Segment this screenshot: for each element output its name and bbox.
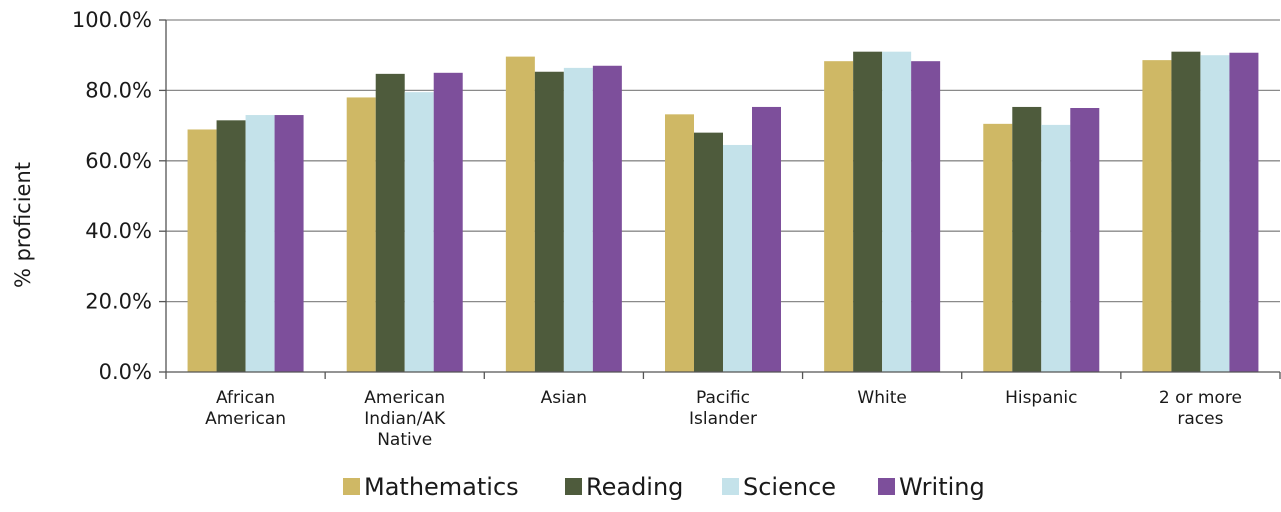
category-label: Pacific Islander bbox=[689, 388, 757, 429]
bar-writing bbox=[274, 115, 304, 372]
y-tick-label: 60.0% bbox=[85, 149, 152, 173]
bar-science bbox=[404, 92, 434, 372]
bar-writing bbox=[433, 72, 463, 373]
bar-reading bbox=[853, 51, 883, 373]
legend-swatch-reading bbox=[565, 478, 582, 495]
legend-label-mathematics: Mathematics bbox=[364, 473, 519, 501]
y-tick-label: 20.0% bbox=[85, 290, 152, 314]
bar-writing bbox=[752, 106, 781, 372]
bar-science bbox=[245, 115, 275, 372]
bars bbox=[187, 51, 1259, 373]
legend-swatch-mathematics bbox=[343, 478, 360, 495]
y-tick-label: 40.0% bbox=[85, 219, 152, 243]
y-tick-label: 0.0% bbox=[99, 360, 152, 384]
y-tick-label: 80.0% bbox=[85, 78, 152, 102]
bar-writing bbox=[592, 65, 622, 372]
category-label: American Indian/AK Native bbox=[364, 388, 446, 450]
bar-reading bbox=[216, 120, 246, 372]
legend-swatch-writing bbox=[878, 478, 895, 495]
y-axis-title: % proficient bbox=[11, 162, 35, 288]
bar-reading bbox=[1171, 51, 1201, 373]
bar-mathematics bbox=[187, 129, 217, 372]
category-labels: African American American Indian/AK Native As… bbox=[205, 388, 1242, 450]
legend-label-science: Science bbox=[743, 473, 836, 501]
category-label: Asian bbox=[541, 388, 587, 408]
bar-science bbox=[882, 51, 912, 373]
category-label: African American bbox=[205, 388, 286, 429]
bar-science bbox=[723, 144, 752, 372]
bar-mathematics bbox=[824, 61, 854, 373]
bar-writing bbox=[911, 61, 941, 373]
bar-reading bbox=[534, 71, 564, 372]
y-tick-labels: 0.0% 20.0% 40.0% 60.0% 80.0% 100.0% bbox=[72, 8, 152, 384]
bar-mathematics bbox=[346, 97, 376, 372]
y-tick-label: 100.0% bbox=[72, 8, 152, 32]
bar-mathematics bbox=[665, 114, 694, 372]
legend-label-reading: Reading bbox=[586, 473, 683, 501]
category-label: Hispanic bbox=[1005, 388, 1077, 408]
category-label: White bbox=[857, 388, 906, 408]
axes bbox=[159, 19, 1281, 379]
bar-science bbox=[1200, 55, 1230, 372]
bar-mathematics bbox=[983, 123, 1013, 372]
bar-reading bbox=[1012, 106, 1042, 372]
bar-writing bbox=[1229, 52, 1259, 373]
bar-science bbox=[563, 67, 593, 372]
legend-label-writing: Writing bbox=[899, 473, 985, 501]
bar-writing bbox=[1070, 108, 1100, 372]
bar-mathematics bbox=[505, 56, 535, 372]
bar-reading bbox=[694, 132, 723, 372]
legend: Mathematics Reading Science Writing bbox=[343, 473, 985, 501]
bar-mathematics bbox=[1142, 60, 1172, 373]
legend-swatch-science bbox=[722, 478, 739, 495]
category-label: 2 or more races bbox=[1159, 388, 1242, 429]
bar-science bbox=[1041, 124, 1071, 372]
bar-reading bbox=[375, 73, 405, 372]
